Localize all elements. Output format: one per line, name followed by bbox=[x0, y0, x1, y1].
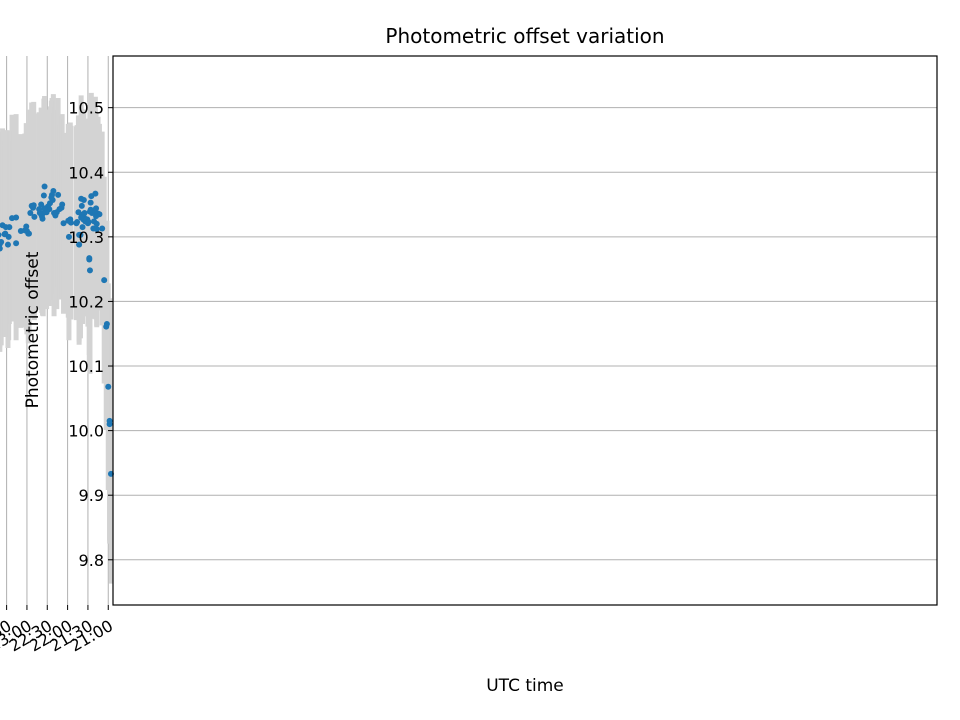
data-point bbox=[0, 240, 3, 247]
data-point bbox=[4, 241, 11, 248]
data-point bbox=[90, 225, 97, 232]
data-point bbox=[9, 215, 16, 222]
data-point bbox=[75, 209, 82, 216]
data-point bbox=[38, 201, 45, 208]
x-axis-title: UTC time bbox=[486, 676, 564, 696]
data-point bbox=[86, 255, 93, 262]
data-point bbox=[86, 267, 93, 274]
data-point bbox=[88, 193, 95, 200]
y-tick-label: 10.3 bbox=[68, 228, 104, 247]
y-tick-label: 10.2 bbox=[68, 292, 104, 311]
data-point bbox=[99, 225, 106, 232]
data-point bbox=[87, 199, 94, 206]
chart-title: Photometric offset variation bbox=[385, 24, 664, 48]
y-tick-label: 9.8 bbox=[79, 551, 104, 570]
data-point bbox=[73, 220, 80, 227]
data-point bbox=[86, 208, 93, 215]
data-point bbox=[103, 323, 110, 330]
data-point bbox=[65, 233, 72, 240]
data-point bbox=[93, 213, 100, 220]
data-point bbox=[76, 231, 83, 238]
data-point bbox=[78, 195, 85, 202]
data-point bbox=[79, 224, 86, 231]
data-point bbox=[78, 202, 85, 209]
y-axis-ticks: 9.8 9.9 10.0 10.1 10.2 10.3 10.4 10.5 bbox=[68, 99, 113, 570]
data-point bbox=[65, 217, 72, 224]
y-tick-label: 10.5 bbox=[68, 99, 104, 118]
y-tick-label: 10.4 bbox=[68, 163, 104, 182]
data-point bbox=[31, 213, 38, 220]
data-point bbox=[28, 202, 35, 209]
data-point bbox=[41, 183, 48, 190]
y-tick-label: 9.9 bbox=[79, 486, 104, 505]
data-point bbox=[51, 209, 58, 216]
data-point bbox=[55, 191, 62, 198]
data-point bbox=[17, 228, 24, 235]
data-point bbox=[1, 231, 8, 238]
data-point bbox=[0, 222, 6, 229]
data-point bbox=[0, 232, 2, 238]
data-point bbox=[13, 240, 20, 247]
data-point bbox=[0, 244, 1, 249]
y-axis-title: Photometric offset bbox=[23, 251, 43, 408]
data-points bbox=[0, 183, 114, 477]
data-point bbox=[41, 205, 48, 212]
data-point bbox=[48, 194, 55, 201]
data-point bbox=[101, 277, 108, 284]
grid bbox=[6, 56, 937, 605]
data-point bbox=[36, 206, 43, 213]
y-tick-label: 10.0 bbox=[68, 422, 104, 441]
data-point bbox=[105, 383, 112, 390]
data-point bbox=[60, 220, 67, 227]
plot-frame bbox=[112, 55, 938, 606]
data-point bbox=[76, 241, 83, 248]
data-point bbox=[106, 417, 113, 424]
data-point bbox=[27, 209, 34, 216]
data-point bbox=[78, 214, 85, 221]
y-tick-label: 10.1 bbox=[68, 357, 104, 376]
data-point bbox=[91, 218, 98, 225]
data-point bbox=[40, 192, 47, 199]
